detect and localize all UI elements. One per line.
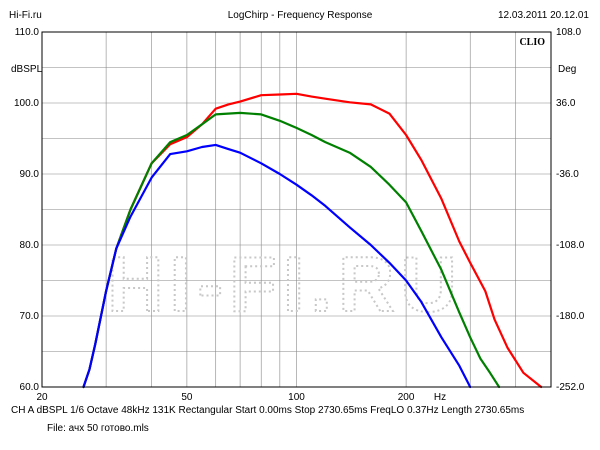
- x-tick-label: 50: [181, 392, 193, 403]
- brand-logo: CLIO: [519, 37, 545, 48]
- x-tick-label: 200: [398, 392, 415, 403]
- y2-tick-label: -180.0: [556, 311, 585, 322]
- y-axis-label: dBSPL: [11, 64, 43, 75]
- y2-axis-label: Deg: [558, 64, 576, 75]
- header-title: LogChirp - Frequency Response: [227, 10, 373, 21]
- y-tick-label: 80.0: [20, 240, 40, 251]
- y-tick-label: 70.0: [20, 311, 40, 322]
- y2-tick-label: -252.0: [556, 382, 585, 393]
- grid: [42, 32, 551, 387]
- file-name: File: ачх 50 готово.mls: [47, 423, 149, 434]
- y2-tick-label: -36.0: [556, 169, 579, 180]
- header-timestamp: 12.03.2011 20.12.01: [497, 10, 589, 21]
- series-layer: [82, 92, 543, 389]
- series-line-2: [82, 111, 501, 389]
- header-site: Hi-Fi.ru: [9, 10, 42, 21]
- y-tick-label: 90.0: [20, 169, 40, 180]
- y-tick-label: 110.0: [15, 27, 40, 38]
- watermark-text: HI-FI.RU: [107, 240, 463, 328]
- y-tick-label: 60.0: [20, 382, 40, 393]
- y2-tick-label: 108.0: [556, 27, 581, 38]
- tick-labels: 60.0 70.0 80.0 90.0 100.0 110.0 -252.0 -180.0 -1…: [14, 27, 585, 403]
- x-tick-label: 20: [36, 392, 48, 403]
- y2-tick-label: 36.0: [556, 98, 576, 109]
- x-axis-label: Hz: [434, 392, 446, 403]
- plot-frame: [41, 31, 552, 388]
- y2-tick-label: -108.0: [556, 240, 585, 251]
- series-line-3: [82, 143, 472, 389]
- y-tick-label: 100.0: [14, 98, 39, 109]
- measurement-info: CH A dBSPL 1/6 Octave 48kHz 131K Rectang…: [11, 405, 525, 416]
- x-tick-label: 100: [288, 392, 305, 403]
